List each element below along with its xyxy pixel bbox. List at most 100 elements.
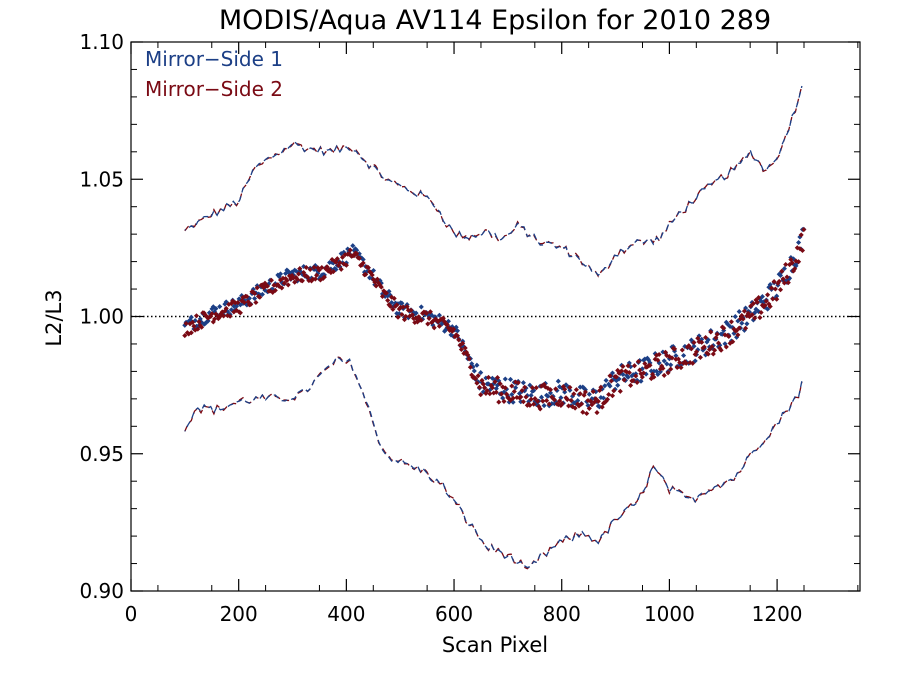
scatter-point-mirror-side-2 (651, 374, 657, 380)
scatter-point-mirror-side-2 (372, 279, 378, 285)
scatter-point-mirror-side-2 (701, 344, 707, 350)
lower-bound-mirror-side-1 (184, 355, 803, 569)
legend-entry-mirror-side-2: Mirror−Side 2 (145, 77, 283, 101)
scatter-point-mirror-side-2 (385, 297, 391, 303)
scatter-point-mirror-side-2 (373, 283, 379, 289)
scatter-point-mirror-side-2 (312, 276, 318, 282)
axis-ticks-layer: 0 200 400 600 800 1000 1200 0.90 0.95 1.00 1.05 1.1… (79, 30, 860, 626)
scatter-point-mirror-side-2 (237, 310, 243, 316)
scatter-point-mirror-side-2 (425, 321, 431, 327)
scatter-point-mirror-side-2 (765, 292, 771, 298)
scatter-point-mirror-side-2 (770, 296, 776, 302)
scatter-point-mirror-side-2 (580, 409, 586, 415)
scatter-point-mirror-side-1 (655, 371, 661, 377)
scatter-point-mirror-side-2 (723, 344, 729, 350)
scatter-point-mirror-side-1 (474, 362, 480, 368)
scatter-point-mirror-side-2 (460, 340, 466, 346)
scatter-point-mirror-side-2 (617, 388, 623, 394)
scatter-point-mirror-side-2 (777, 287, 784, 293)
scatter-point-mirror-side-2 (502, 385, 508, 391)
scatter-point-mirror-side-2 (589, 402, 595, 408)
scatter-point-mirror-side-2 (399, 311, 405, 318)
scatter-point-mirror-side-2 (279, 285, 285, 291)
scatter-point-mirror-side-1 (277, 271, 284, 277)
scatter-point-mirror-side-1 (796, 239, 802, 246)
scatter-point-mirror-side-2 (473, 376, 479, 382)
scatter-point-mirror-side-2 (475, 373, 481, 379)
scatter-point-mirror-side-2 (776, 278, 782, 284)
y-tick-label: 1.00 (79, 305, 124, 329)
scatter-point-mirror-side-2 (714, 331, 720, 337)
scatter-point-mirror-side-2 (316, 267, 322, 273)
scatter-point-mirror-side-1 (744, 321, 750, 327)
scatter-point-mirror-side-1 (736, 309, 742, 315)
scatter-point-mirror-side-2 (619, 368, 625, 374)
scatter-point-mirror-side-2 (594, 410, 600, 416)
scatter-point-mirror-side-1 (699, 336, 705, 342)
scatter-point-mirror-side-2 (501, 398, 507, 404)
scatter-point-mirror-side-2 (568, 397, 574, 403)
scatter-point-mirror-side-2 (466, 356, 472, 362)
scatter-point-mirror-side-2 (244, 293, 250, 300)
y-tick-label: 0.90 (79, 579, 124, 603)
scatter-point-mirror-side-2 (522, 384, 528, 390)
x-tick-label: 400 (327, 602, 365, 626)
scatter-point-mirror-side-1 (600, 395, 607, 401)
scatter-point-mirror-side-2 (608, 378, 614, 384)
scatter-point-mirror-side-1 (205, 318, 211, 324)
scatter-point-mirror-side-2 (520, 399, 526, 405)
scatter-point-mirror-side-2 (390, 306, 396, 312)
scatter-point-mirror-side-1 (545, 393, 551, 399)
scatter-point-mirror-side-1 (502, 376, 508, 382)
scatter-point-mirror-side-1 (781, 266, 787, 272)
scatter-point-mirror-side-2 (252, 290, 258, 296)
scatter-point-mirror-side-2 (223, 305, 229, 311)
scatter-point-mirror-side-2 (423, 310, 430, 316)
scatter-point-mirror-side-2 (519, 387, 525, 394)
scatter-point-mirror-side-1 (213, 306, 219, 312)
scatter-point-mirror-side-2 (537, 406, 543, 412)
scatter-point-mirror-side-2 (634, 379, 640, 385)
legend-entry-mirror-side-1: Mirror−Side 1 (145, 47, 283, 71)
scatter-point-mirror-side-2 (387, 303, 393, 309)
scatter-point-mirror-side-2 (535, 398, 541, 404)
scatter-point-mirror-side-2 (456, 337, 462, 343)
scatter-point-mirror-side-2 (467, 364, 473, 370)
scatter-point-mirror-side-2 (557, 398, 563, 404)
upper-bound-mirror-side-1 (184, 85, 803, 277)
scatter-point-mirror-side-2 (693, 349, 700, 355)
scatter-point-mirror-side-2 (511, 388, 517, 395)
scatter-point-mirror-side-2 (343, 262, 349, 268)
scatter-point-mirror-side-2 (314, 272, 320, 278)
scatter-point-mirror-side-2 (703, 334, 709, 341)
scatter-point-mirror-side-2 (697, 354, 703, 360)
scatter-point-mirror-side-2 (789, 260, 795, 266)
scatter-point-mirror-side-2 (190, 319, 196, 325)
scatter-point-mirror-side-2 (299, 278, 305, 284)
scatter-point-mirror-side-2 (529, 385, 535, 391)
scatter-point-mirror-side-2 (606, 391, 612, 398)
scatter-point-mirror-side-2 (465, 352, 471, 358)
scatter-point-mirror-side-2 (762, 302, 768, 308)
scatter-point-mirror-side-2 (195, 326, 201, 332)
scatter-point-mirror-side-1 (471, 368, 477, 374)
scatter-point-mirror-side-2 (573, 387, 579, 393)
scatter-point-mirror-side-2 (254, 285, 260, 291)
scatter-point-mirror-side-2 (757, 315, 763, 321)
scatter-point-mirror-side-2 (268, 277, 274, 283)
scatter-point-mirror-side-2 (431, 325, 437, 331)
scatter-point-mirror-side-1 (732, 314, 738, 320)
scatter-point-mirror-side-2 (183, 320, 189, 327)
scatter-point-mirror-side-2 (792, 266, 798, 272)
scatter-point-mirror-side-2 (578, 401, 585, 407)
scatter-point-mirror-side-2 (584, 410, 590, 417)
scatter-point-mirror-side-2 (496, 399, 502, 405)
scatter-point-mirror-side-2 (598, 384, 604, 390)
scatter-point-mirror-side-2 (311, 264, 317, 270)
scatter-point-mirror-side-1 (638, 378, 644, 384)
scatter-point-mirror-side-1 (418, 304, 424, 310)
scatter-point-mirror-side-2 (418, 317, 424, 323)
scatter-point-mirror-side-1 (507, 376, 514, 382)
scatter-point-mirror-side-2 (699, 339, 705, 345)
scatter-point-mirror-side-2 (611, 388, 617, 394)
